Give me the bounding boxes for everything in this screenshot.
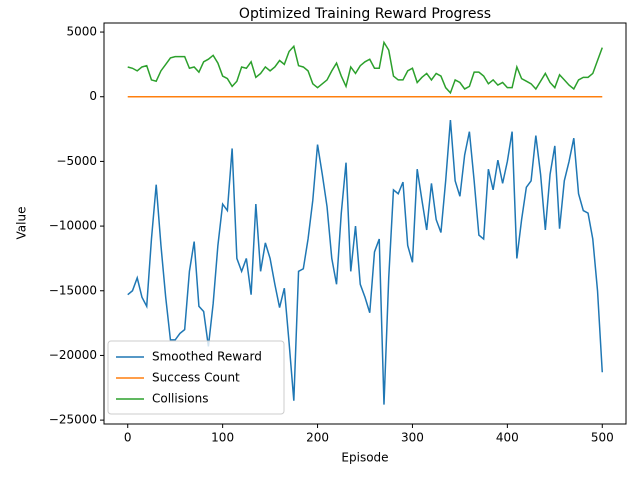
y-tick-label: 0	[89, 89, 97, 103]
x-tick-label: 300	[401, 431, 424, 445]
y-tick-label: −25000	[49, 413, 97, 427]
legend-label: Collisions	[152, 392, 209, 406]
chart-title: Optimized Training Reward Progress	[239, 6, 491, 22]
y-tick-label: −20000	[49, 348, 97, 362]
series-line	[127, 119, 604, 405]
y-axis-label: Value	[15, 207, 29, 240]
x-tick-label: 400	[496, 431, 519, 445]
series-line	[127, 40, 603, 95]
x-axis-label: Episode	[341, 451, 388, 465]
plot-frame	[103, 22, 627, 425]
y-tick-label: −15000	[49, 283, 97, 297]
y-tick-label: −10000	[49, 219, 97, 233]
x-tick-label: 0	[124, 431, 132, 445]
legend-label: Smoothed Reward	[152, 350, 262, 364]
y-tick-label: −5000	[56, 154, 97, 168]
x-tick-label: 200	[306, 431, 329, 445]
legend-label: Success Count	[152, 371, 240, 385]
y-tick-label: 5000	[66, 25, 97, 39]
legend-box	[107, 340, 285, 415]
x-tick-label: 500	[591, 431, 614, 445]
x-tick-label: 100	[211, 431, 234, 445]
